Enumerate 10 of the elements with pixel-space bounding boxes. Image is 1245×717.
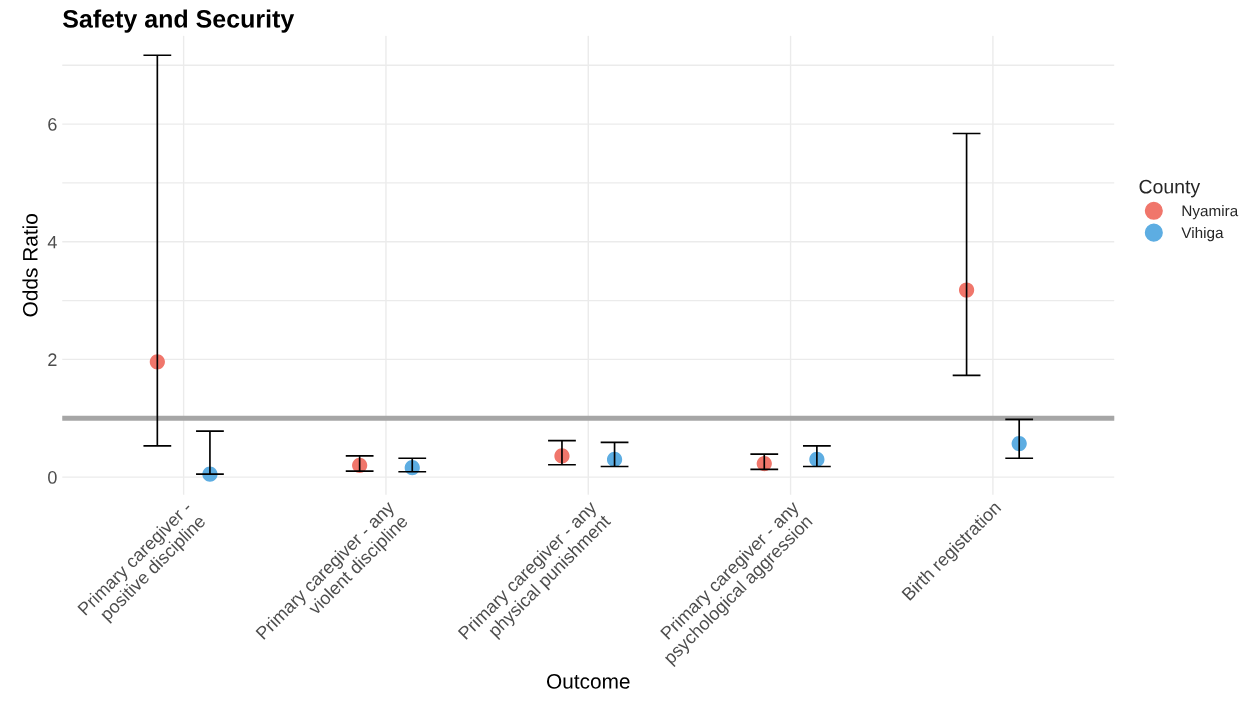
y-axis-title: Odds Ratio [22, 214, 38, 317]
x-axis-title: Outcome [546, 673, 630, 689]
y-tick-label: 4 [47, 235, 57, 249]
y-tick-label: 6 [48, 118, 57, 131]
legend-title: County [1139, 179, 1201, 198]
chart-title: Safety and Security [62, 9, 295, 33]
legend-label: Vihiga [1181, 226, 1224, 242]
legend-label: Nyamira [1182, 205, 1239, 220]
y-tick-label: 0 [48, 471, 57, 484]
y-tick-label: 2 [48, 353, 57, 366]
